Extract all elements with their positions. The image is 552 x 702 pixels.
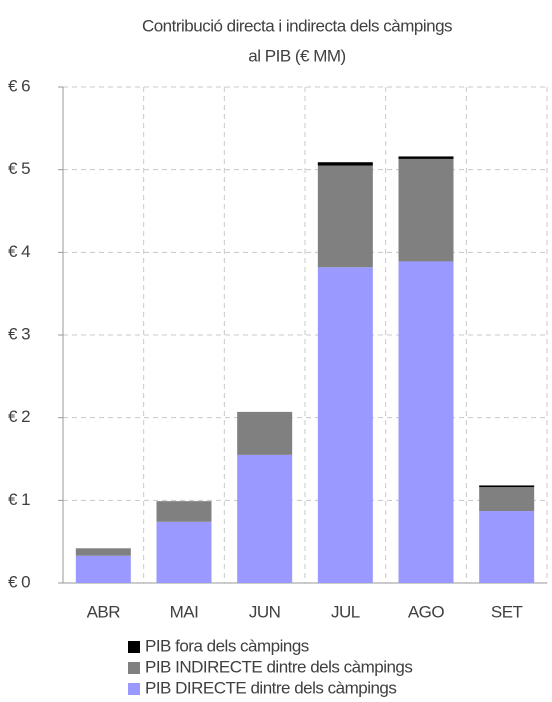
bar-segment <box>398 158 454 262</box>
x-tick-label: MAI <box>170 602 199 621</box>
y-tick-label: € 4 <box>8 242 30 261</box>
legend-swatch <box>128 662 140 674</box>
bar-segment <box>237 411 293 455</box>
x-tick-label: JUL <box>331 602 360 621</box>
bar-segment <box>479 487 535 512</box>
x-tick-label: SET <box>491 602 523 621</box>
legend-swatch <box>128 683 140 695</box>
y-tick-label: € 1 <box>8 490 30 509</box>
x-tick-label: AGO <box>408 602 445 621</box>
bar-segment <box>317 165 373 268</box>
bar-segment <box>75 555 131 583</box>
x-tick-label: JUN <box>249 602 281 621</box>
legend-label: PIB fora dels càmpings <box>145 636 309 655</box>
x-tick-label: ABR <box>87 602 121 621</box>
legend-label: PIB INDIRECTE dintre dels càmpings <box>145 657 412 676</box>
legend-label: PIB DIRECTE dintre dels càmpings <box>145 678 396 697</box>
bar-segment <box>156 501 212 522</box>
y-tick-label: € 3 <box>8 324 30 343</box>
bar-segment <box>317 162 373 166</box>
y-tick-label: € 0 <box>8 572 30 591</box>
y-tick-label: € 2 <box>8 407 30 426</box>
y-tick-label: € 6 <box>8 76 30 95</box>
chart-title: Contribució directa i indirecta dels càm… <box>142 16 452 35</box>
bar-segment <box>398 156 454 159</box>
bar-segment <box>398 261 454 583</box>
bar-segment <box>479 485 535 488</box>
y-tick-label: € 5 <box>8 159 30 178</box>
chart-title: al PIB (€ MM) <box>248 46 345 65</box>
legend-swatch <box>128 641 140 653</box>
bar-segment <box>75 548 131 556</box>
bar-segment <box>479 511 535 583</box>
bar-segment <box>237 454 293 583</box>
bar-segment <box>317 267 373 583</box>
bar-segment <box>156 521 212 583</box>
